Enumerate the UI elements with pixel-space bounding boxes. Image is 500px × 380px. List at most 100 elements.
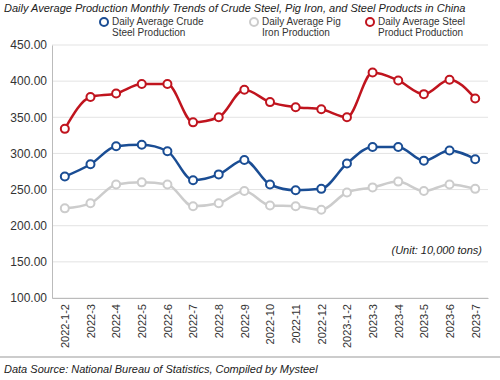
series-marker: [215, 199, 223, 207]
y-tick: 400.00: [10, 74, 52, 88]
grid-line: [52, 225, 488, 226]
y-tick: 450.00: [10, 38, 52, 52]
x-tick-label: 2023-6: [444, 304, 456, 338]
x-tick-label: 2022-10: [264, 304, 276, 344]
series-marker: [446, 181, 454, 189]
x-tick: 2022-4: [110, 298, 122, 338]
series-marker: [215, 113, 223, 121]
x-tick: 2022-12: [316, 298, 328, 344]
x-tick-label: 2022-4: [110, 304, 122, 338]
title: Daily Average Production Monthly Trends …: [4, 2, 465, 14]
legend-marker: [366, 18, 374, 26]
x-tick: 2022-8: [213, 298, 225, 338]
series-marker: [112, 89, 120, 97]
series-marker: [394, 76, 402, 84]
grid-line: [52, 81, 488, 82]
series-marker: [317, 206, 325, 214]
x-tick: 2023-5: [418, 298, 430, 338]
y-tick: 100.00: [10, 291, 52, 305]
x-axis: 2022-1-2 2022-3 2022-4 2022-5 2022-6 2022-7 20…: [53, 298, 489, 348]
x-tick-label: 2023-3: [367, 304, 379, 338]
x-tick-label: 2022-1-2: [59, 304, 71, 348]
source-separator: [0, 357, 500, 358]
x-tick-label: 2023-7: [470, 304, 482, 338]
series-marker: [369, 68, 377, 76]
y-tick-label: 100.00: [10, 291, 47, 305]
series-marker: [189, 118, 197, 126]
x-tick-label: 2022-8: [213, 304, 225, 338]
series-marker: [163, 181, 171, 189]
series-marker: [471, 185, 479, 193]
x-tick: 2022-1-2: [59, 298, 71, 348]
y-tick: 250.00: [10, 183, 52, 197]
x-tick: 2023-3: [367, 298, 379, 338]
series-marker: [394, 143, 402, 151]
series-marker: [446, 76, 454, 84]
series-marker: [215, 170, 223, 178]
y-tick: 200.00: [10, 219, 52, 233]
series-marker: [471, 94, 479, 102]
y-tick-label: 150.00: [10, 255, 47, 269]
y-axis-line: [52, 46, 53, 299]
series-marker: [189, 176, 197, 184]
legend-label: Daily Average PigIron Production: [262, 16, 341, 38]
x-tick-label: 2022-12: [316, 304, 328, 344]
x-tick-label: 2022-3: [85, 304, 97, 338]
series-marker: [394, 178, 402, 186]
series-marker: [292, 202, 300, 210]
y-tick-label: 400.00: [10, 74, 47, 88]
x-tick: 2022-6: [162, 298, 174, 338]
y-tick-label: 350.00: [10, 111, 47, 125]
y-tick-label: 250.00: [10, 183, 47, 197]
series-marker: [420, 187, 428, 195]
series-marker: [266, 98, 274, 106]
x-tick: 2022-10: [264, 298, 276, 344]
unit-note: (Unit: 10,000 tons): [392, 244, 483, 256]
series-marker: [61, 204, 69, 212]
legend-label: Daily Average CrudeSteel Production: [112, 16, 204, 38]
series-marker: [266, 181, 274, 189]
x-tick-label: 2022-5: [136, 304, 148, 338]
series-marker: [138, 178, 146, 186]
series-line: [65, 72, 475, 128]
x-tick: 2023-1-2: [341, 298, 353, 348]
legend-marker: [100, 18, 108, 26]
series-marker: [61, 173, 69, 181]
series-marker: [369, 143, 377, 151]
series-marker: [138, 141, 146, 149]
x-axis-line: [53, 298, 489, 299]
grid-line: [52, 261, 488, 262]
series-marker: [189, 202, 197, 210]
x-tick: 2022-9: [239, 298, 251, 338]
x-tick: 2022-11: [290, 298, 302, 344]
series-marker: [112, 142, 120, 150]
series-marker: [343, 160, 351, 168]
series-marker: [343, 113, 351, 121]
y-tick: 300.00: [10, 147, 52, 161]
series-marker: [240, 86, 248, 94]
series-marker: [138, 80, 146, 88]
series-marker: [343, 188, 351, 196]
grid-line: [52, 117, 488, 118]
series-marker: [86, 160, 94, 168]
x-tick: 2022-5: [136, 298, 148, 338]
series-marker: [240, 156, 248, 164]
series-marker: [292, 103, 300, 111]
legend-marker: [250, 18, 258, 26]
y-tick-label: 200.00: [10, 219, 47, 233]
x-tick: 2022-3: [85, 298, 97, 338]
series-marker: [446, 147, 454, 155]
series-marker: [86, 199, 94, 207]
y-tick: 150.00: [10, 255, 52, 269]
y-axis: 100.00 150.00 200.00 250.00 300.00 350.00 400.…: [10, 38, 52, 305]
x-tick-label: 2022-11: [290, 304, 302, 344]
x-tick: 2022-7: [187, 298, 199, 338]
series-marker: [420, 90, 428, 98]
x-tick: 2023-6: [444, 298, 456, 338]
series-marker: [163, 147, 171, 155]
x-tick-label: 2023-4: [393, 304, 405, 338]
grid: [52, 45, 488, 298]
plot-area: [61, 68, 479, 213]
x-tick-label: 2022-9: [239, 304, 251, 338]
x-tick: 2023-7: [470, 298, 482, 338]
